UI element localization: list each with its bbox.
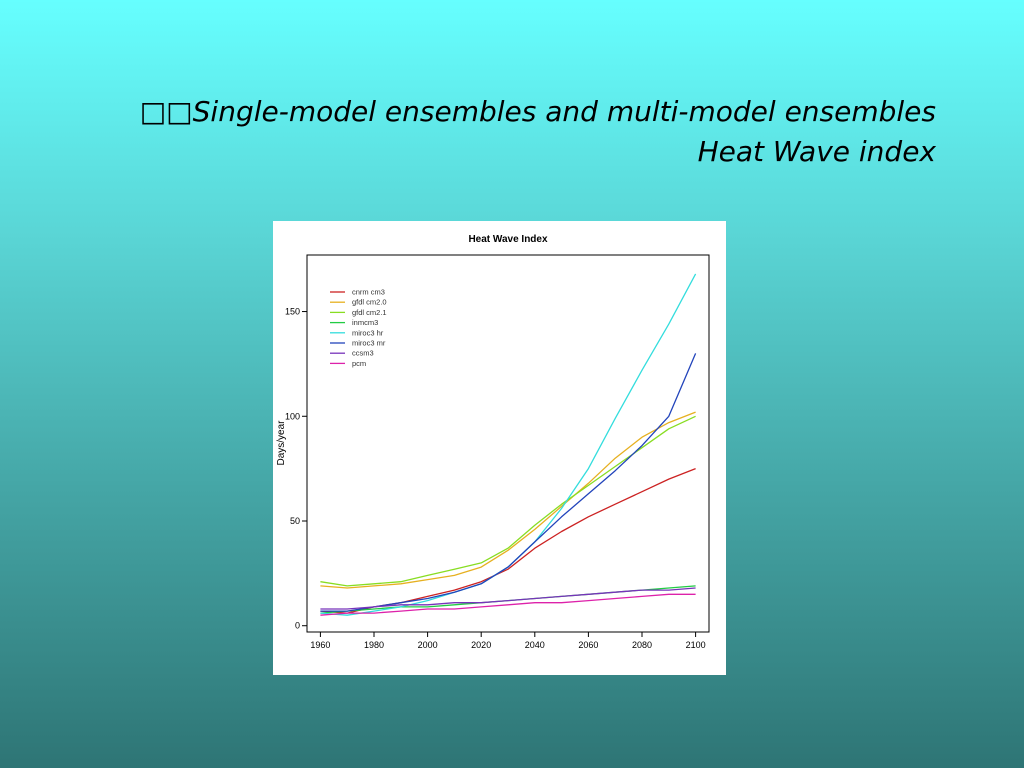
chart-card: Heat Wave Index Days/year 1960 1980 2000 20… xyxy=(273,221,726,675)
y-tick-label-50: 50 xyxy=(290,516,300,526)
slide-title: □□Single-model ensembles and multi-model… xyxy=(56,92,936,172)
x-tick-label-2080: 2080 xyxy=(632,640,652,650)
slide-title-text-1: Single-model ensembles and multi-model e… xyxy=(192,95,936,128)
y-axis-label: Days/year xyxy=(276,420,287,466)
y-tick-label-0: 0 xyxy=(295,621,300,631)
legend-label-cnrm-cm3: cnrm cm3 xyxy=(352,288,385,297)
slide-title-line-2: Heat Wave index xyxy=(697,135,936,168)
plot-frame xyxy=(306,254,710,633)
legend-label-gfdl-cm2-1: gfdl cm2.1 xyxy=(352,308,387,317)
x-tick-label-2060: 2060 xyxy=(578,640,598,650)
legend-label-pcm: pcm xyxy=(352,359,366,368)
series-line-cnrm-cm3 xyxy=(320,467,696,614)
legend-label-gfdl-cm2-0: gfdl cm2.0 xyxy=(352,298,387,307)
series-line-ccsm3 xyxy=(320,587,696,610)
series-line-pcm xyxy=(320,593,696,616)
legend-label-miroc3-mr: miroc3 mr xyxy=(352,339,386,348)
x-tick-label-2020: 2020 xyxy=(471,640,491,650)
x-tick-label-1960: 1960 xyxy=(310,640,330,650)
x-tick-label-2040: 2040 xyxy=(525,640,545,650)
series-line-miroc3-mr xyxy=(320,353,697,612)
x-tick-label-2000: 2000 xyxy=(418,640,438,650)
x-tick-label-1980: 1980 xyxy=(364,640,384,650)
y-tick-label-150: 150 xyxy=(285,307,300,317)
heat-wave-chart: Heat Wave Index Days/year 1960 1980 2000 20… xyxy=(276,234,710,650)
series-line-gfdl-cm2-0 xyxy=(320,411,696,589)
y-tick-label-100: 100 xyxy=(285,411,300,421)
series-lines xyxy=(320,273,697,616)
slide-title-line-1: □□Single-model ensembles and multi-model… xyxy=(56,92,936,132)
legend-label-ccsm3: ccsm3 xyxy=(352,349,374,358)
axes: 1960 1980 2000 2020 2040 2060 2080 2100 0 50 100 15… xyxy=(285,307,706,650)
bullet-glyph: □□ xyxy=(139,95,193,128)
x-tick-label-2100: 2100 xyxy=(686,640,706,650)
legend-label-miroc3-hr: miroc3 hr xyxy=(352,328,384,337)
series-line-gfdl-cm2-1 xyxy=(320,415,696,587)
legend-label-inmcm3: inmcm3 xyxy=(352,318,378,327)
chart-title: Heat Wave Index xyxy=(468,234,548,245)
